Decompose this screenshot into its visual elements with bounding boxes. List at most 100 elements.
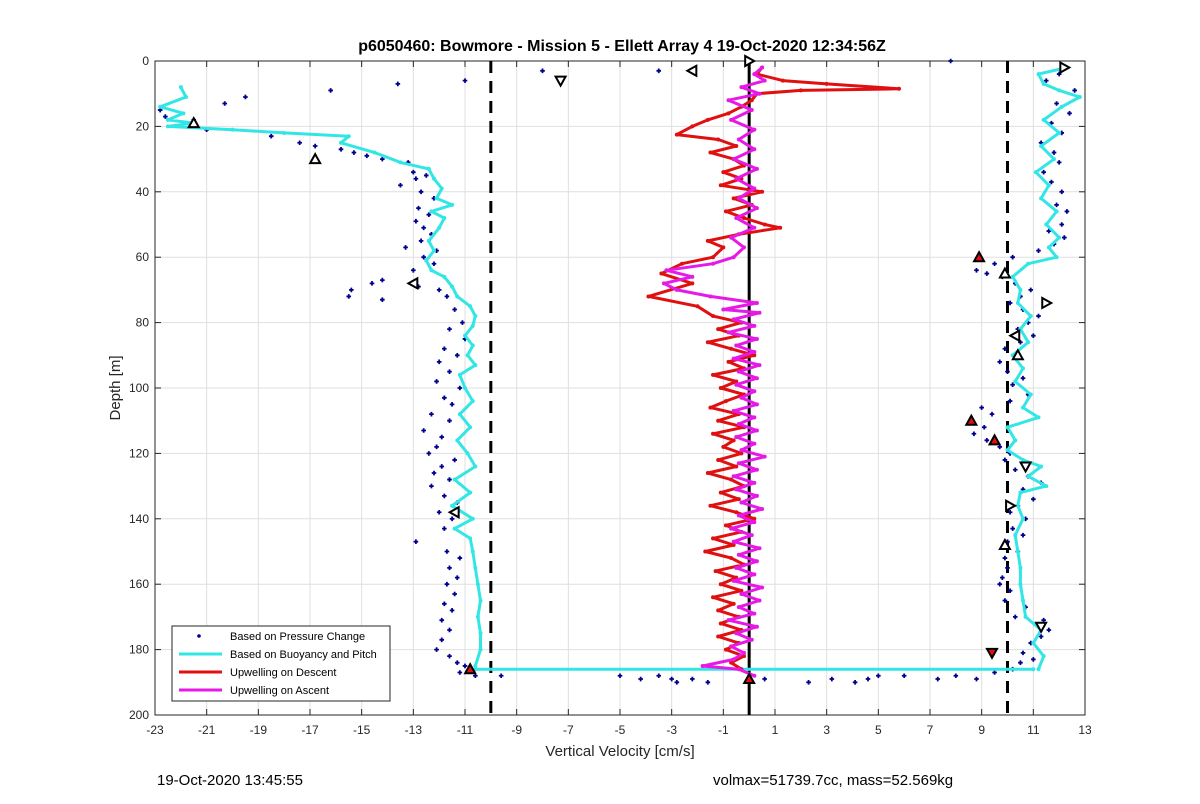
pressure-point	[421, 254, 426, 260]
axis-ticks: -23 -21 -19 -17 -15 -13 -11 -9 -7 -5 -3 -1 1 3 5 7 9 11 13…	[129, 54, 1092, 737]
series-point-upwelling-on-descent	[726, 111, 731, 116]
series-point-based-on-buoyancy-and-pitch	[432, 248, 436, 253]
series-point-upwelling-on-ascent	[734, 435, 739, 440]
series-point-upwelling-on-ascent	[752, 441, 757, 446]
triangle-marker	[685, 64, 698, 78]
pressure-point	[829, 676, 835, 682]
pressure-point	[865, 676, 871, 682]
series-point-upwelling-on-descent	[780, 78, 785, 83]
pressure-point	[705, 680, 711, 685]
series-point-upwelling-on-ascent	[749, 637, 754, 642]
pressure-point	[1064, 209, 1070, 214]
series-point-upwelling-on-ascent	[752, 323, 757, 328]
series-point-upwelling-on-descent	[749, 98, 754, 103]
pressure-point	[1038, 634, 1044, 639]
series-point-based-on-buoyancy-and-pitch	[1031, 641, 1036, 646]
series-point-based-on-buoyancy-and-pitch	[1044, 484, 1049, 489]
series-point-upwelling-on-descent	[708, 503, 713, 508]
series-point-based-on-buoyancy-and-pitch	[455, 294, 460, 299]
series-point-upwelling-on-ascent	[726, 618, 731, 623]
pressure-point	[876, 673, 881, 679]
pressure-point	[442, 493, 447, 499]
pressure-point	[1010, 254, 1015, 260]
pressure-point	[1002, 457, 1008, 463]
series-point-based-on-buoyancy-and-pitch	[468, 304, 473, 309]
series-point-upwelling-on-ascent	[731, 317, 736, 322]
series-point-based-on-buoyancy-and-pitch	[1018, 490, 1023, 495]
pressure-point	[989, 411, 995, 417]
pressure-point	[1056, 71, 1062, 77]
series-point-based-on-buoyancy-and-pitch	[457, 372, 462, 377]
pressure-point	[447, 565, 452, 571]
series-point-based-on-buoyancy-and-pitch	[1005, 425, 1010, 430]
series-point-upwelling-on-descent	[716, 608, 721, 613]
series-point-upwelling-on-ascent	[752, 611, 757, 616]
series-point-upwelling-on-ascent	[700, 663, 705, 668]
series-point-upwelling-on-descent	[734, 144, 739, 149]
pressure-point	[338, 146, 344, 152]
series-point-based-on-buoyancy-and-pitch	[1036, 415, 1041, 420]
series-point-based-on-buoyancy-and-pitch	[158, 104, 163, 109]
pressure-point	[1007, 398, 1013, 404]
pressure-point	[1049, 179, 1054, 185]
series-point-based-on-buoyancy-and-pitch	[468, 425, 473, 430]
pressure-point	[268, 133, 274, 139]
pressure-point	[1007, 588, 1013, 594]
pressure-point	[429, 483, 434, 489]
pressure-point	[421, 428, 426, 433]
series-point-upwelling-on-ascent	[752, 389, 757, 394]
pressure-point	[447, 369, 452, 374]
pressure-point	[312, 143, 318, 149]
triangle-marker	[985, 647, 999, 660]
pressure-point	[436, 359, 442, 365]
series-point-upwelling-on-descent	[718, 183, 723, 188]
series-point-upwelling-on-descent	[690, 124, 695, 129]
chart-title: p6050460: Bowmore - Mission 5 - Ellett A…	[358, 38, 886, 55]
series-point-upwelling-on-ascent	[729, 235, 734, 240]
series-point-based-on-buoyancy-and-pitch	[473, 565, 478, 570]
series-point-upwelling-on-descent	[703, 549, 708, 554]
triangle-marker	[1041, 296, 1054, 310]
y-tick-label: 20	[136, 119, 150, 133]
series-point-upwelling-on-descent	[742, 215, 746, 220]
legend-entry-ascent: Upwelling on Ascent	[179, 685, 329, 697]
series-point-upwelling-on-ascent	[754, 624, 759, 629]
pressure-point	[1062, 235, 1067, 240]
series-point-based-on-buoyancy-and-pitch	[1026, 340, 1031, 345]
pressure-point	[1041, 617, 1046, 623]
series-point-upwelling-on-descent	[718, 386, 723, 390]
series-point-upwelling-on-descent	[731, 601, 736, 606]
series-point-upwelling-on-descent	[739, 451, 744, 456]
series-point-upwelling-on-ascent	[729, 117, 734, 122]
pressure-point	[418, 189, 424, 195]
pressure-point	[449, 608, 455, 613]
series-point-upwelling-on-descent	[716, 327, 721, 332]
series-point-upwelling-on-descent	[824, 81, 829, 86]
series-point-upwelling-on-ascent	[734, 382, 739, 387]
triangle-marker	[964, 413, 979, 426]
series-point-based-on-buoyancy-and-pitch	[463, 333, 467, 338]
series-point-upwelling-on-ascent	[754, 493, 759, 498]
series-point-based-on-buoyancy-and-pitch	[1031, 667, 1036, 672]
x-tick-label: -21	[198, 723, 216, 737]
series-point-based-on-buoyancy-and-pitch	[465, 353, 470, 358]
x-tick-label: 13	[1078, 723, 1092, 737]
series-point-based-on-buoyancy-and-pitch	[424, 258, 429, 263]
pressure-point	[674, 680, 680, 685]
x-tick-label: 7	[927, 723, 934, 737]
legend-entry-pressure: Based on Pressure Change	[197, 631, 365, 643]
pressure-point	[346, 294, 352, 299]
pressure-point	[439, 464, 445, 469]
x-tick-label: -23	[146, 723, 164, 737]
series-point-based-on-buoyancy-and-pitch	[1021, 598, 1025, 603]
series-point-upwelling-on-descent	[729, 477, 734, 482]
series-point-upwelling-on-descent	[752, 516, 757, 521]
pressure-point	[473, 673, 478, 679]
series-point-based-on-buoyancy-and-pitch	[457, 412, 462, 417]
pressure-point	[222, 101, 228, 106]
triangle-marker	[187, 116, 201, 129]
pressure-point	[638, 676, 643, 682]
series-point-upwelling-on-descent	[674, 132, 679, 137]
pressure-point	[454, 660, 460, 665]
series-point-upwelling-on-ascent	[760, 506, 765, 511]
